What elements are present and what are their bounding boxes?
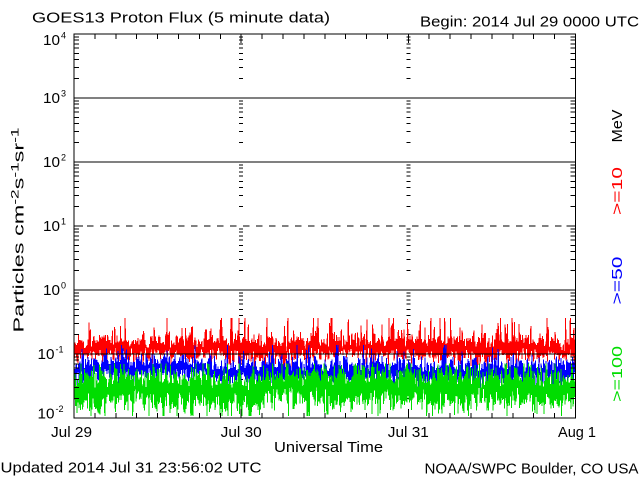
- svg-text:10: 10: [43, 32, 60, 49]
- svg-text:10: 10: [43, 282, 60, 299]
- svg-text:0: 0: [61, 281, 66, 291]
- svg-text:MeV: MeV: [609, 110, 626, 143]
- svg-text:2: 2: [61, 153, 66, 163]
- svg-text:1: 1: [61, 217, 66, 227]
- svg-text:Particles cm-2s-1sr-1: Particles cm-2s-1sr-1: [10, 128, 28, 333]
- svg-text:GOES13 Proton Flux (5 minute d: GOES13 Proton Flux (5 minute data): [32, 10, 330, 27]
- svg-text:>=10: >=10: [609, 167, 626, 215]
- svg-text:-1: -1: [56, 345, 64, 355]
- svg-text:Universal Time: Universal Time: [274, 439, 383, 456]
- svg-text:NOAA/SWPC Boulder, CO USA: NOAA/SWPC Boulder, CO USA: [425, 461, 639, 478]
- svg-text:10: 10: [43, 218, 60, 235]
- svg-text:10: 10: [43, 154, 60, 171]
- svg-text:4: 4: [61, 31, 66, 41]
- svg-text:Jul 31: Jul 31: [388, 424, 429, 441]
- svg-text:Begin: 2014 Jul 29 0000 UTC: Begin: 2014 Jul 29 0000 UTC: [420, 14, 639, 31]
- svg-text:10: 10: [43, 90, 60, 107]
- svg-text:10: 10: [38, 346, 55, 363]
- svg-text:Updated 2014 Jul 31 23:56:02 U: Updated 2014 Jul 31 23:56:02 UTC: [1, 460, 262, 477]
- svg-text:>=50: >=50: [609, 257, 626, 305]
- svg-text:Jul 30: Jul 30: [221, 424, 262, 441]
- svg-text:-2: -2: [56, 404, 64, 414]
- svg-text:Aug 1: Aug 1: [558, 424, 596, 441]
- svg-text:3: 3: [61, 89, 66, 99]
- svg-text:Jul 29: Jul 29: [51, 424, 92, 441]
- svg-text:>=100: >=100: [609, 346, 626, 402]
- svg-text:10: 10: [38, 406, 55, 423]
